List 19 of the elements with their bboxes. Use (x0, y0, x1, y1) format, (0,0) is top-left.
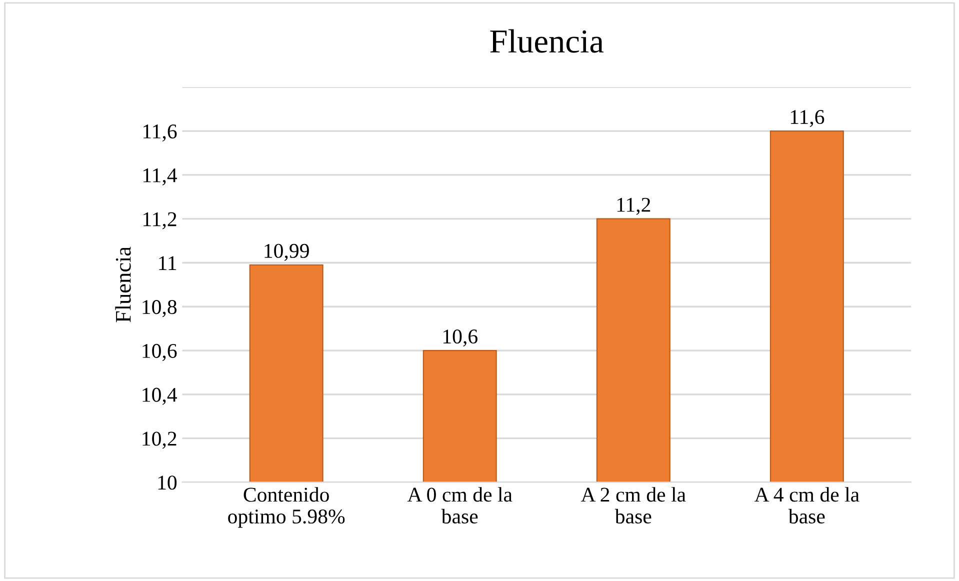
y-tick-label: 10,8 (142, 300, 177, 318)
y-tick-label: 10,2 (142, 432, 176, 449)
y-tick-label: 11,4 (144, 168, 178, 186)
data-label: 10,6 (443, 329, 478, 347)
y-tick-label: 10,4 (142, 388, 178, 405)
x-tick-label: A 0 cm de la base (407, 487, 512, 524)
y-tick-label: 10,6 (142, 344, 177, 361)
y-axis-title: Fluencia (115, 246, 131, 322)
x-tick-label: Contenido optimo 5.98% (228, 487, 345, 528)
x-tick-label: A 4 cm de la base (754, 487, 860, 524)
x-tick-label: A 2 cm de la base (580, 487, 686, 524)
data-label: 10,99 (264, 244, 309, 261)
y-tick-label: 11 (159, 256, 176, 270)
y-tick-label: 11,6 (144, 124, 177, 142)
data-label: 11,6 (790, 110, 824, 128)
y-tick-label: 10 (158, 476, 177, 490)
data-label: 11,2 (617, 198, 650, 215)
chart-title: Fluencia (490, 29, 604, 53)
y-tick-label: 11,2 (144, 212, 176, 230)
